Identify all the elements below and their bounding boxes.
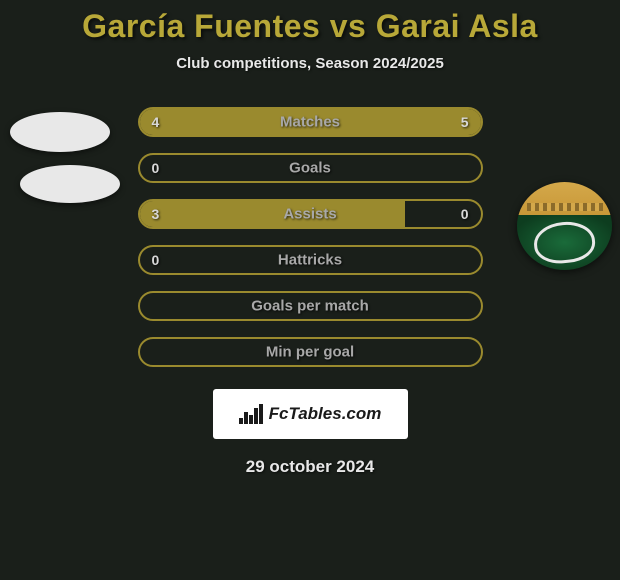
bar-label: Goals	[289, 160, 331, 177]
bar-value-left: 4	[152, 114, 160, 130]
bar-label: Hattricks	[278, 252, 342, 269]
comparison-subtitle: Club competitions, Season 2024/2025	[0, 55, 620, 72]
page-container: García Fuentes vs Garai Asla Club compet…	[0, 0, 620, 477]
bar-value-left: 0	[152, 160, 160, 176]
bar-row-matches: 4 Matches 5	[138, 107, 483, 137]
player-right-club-badge	[517, 182, 612, 270]
bar-value-right: 5	[461, 114, 469, 130]
chart-area: 4 Matches 5 0 Goals 3 Assists 0	[0, 107, 620, 477]
badge-bottom-emblem	[517, 215, 612, 270]
bar-chart-icon	[239, 404, 263, 424]
comparison-title: García Fuentes vs Garai Asla	[0, 8, 620, 45]
comparison-date: 29 october 2024	[0, 457, 620, 477]
bar-label: Matches	[280, 114, 340, 131]
bar-row-min-per-goal: Min per goal	[138, 337, 483, 367]
bar-value-left: 0	[152, 252, 160, 268]
bar-fill-left	[140, 109, 290, 135]
bar-label: Assists	[283, 206, 336, 223]
bar-value-right: 0	[461, 206, 469, 222]
comparison-bars: 4 Matches 5 0 Goals 3 Assists 0	[138, 107, 483, 367]
bar-label: Goals per match	[251, 298, 369, 315]
bar-row-goals-per-match: Goals per match	[138, 291, 483, 321]
player-left-avatar-placeholder-2	[20, 165, 120, 203]
bar-row-goals: 0 Goals	[138, 153, 483, 183]
site-logo-text: FcTables.com	[269, 404, 382, 424]
site-logo-box: FcTables.com	[213, 389, 408, 439]
bar-value-left: 3	[152, 206, 160, 222]
player-left-avatar-placeholder	[10, 112, 110, 152]
bar-fill-left	[140, 201, 406, 227]
bar-label: Min per goal	[266, 344, 354, 361]
bar-row-hattricks: 0 Hattricks	[138, 245, 483, 275]
badge-top-stripe	[517, 182, 612, 215]
bar-row-assists: 3 Assists 0	[138, 199, 483, 229]
